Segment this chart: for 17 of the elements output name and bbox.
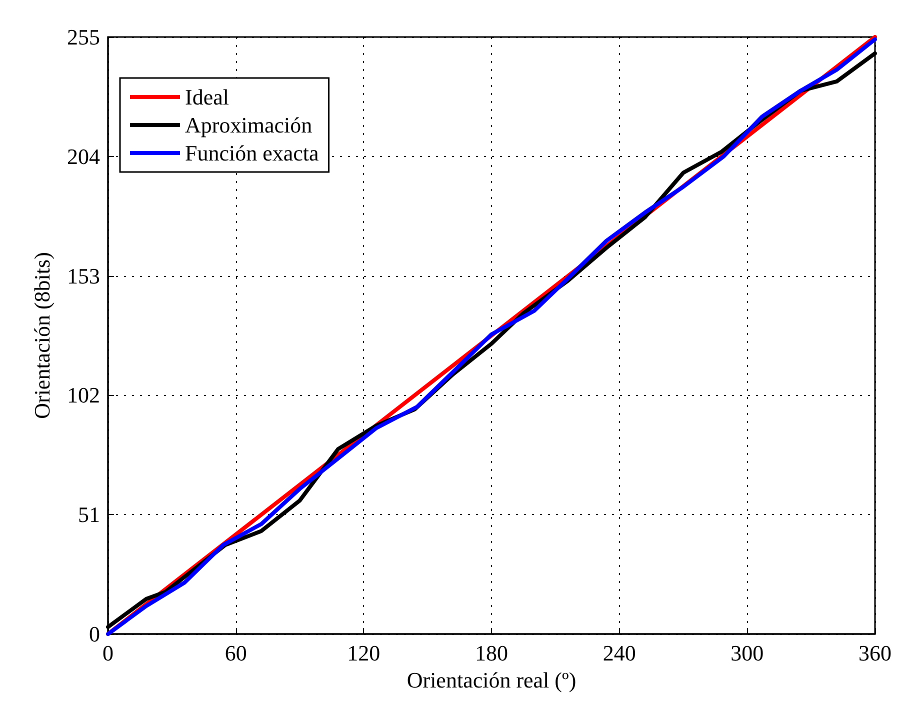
- legend-label: Ideal: [185, 84, 229, 110]
- x-tick-label: 120: [347, 640, 380, 666]
- y-axis-title: Orientación (8bits): [30, 252, 54, 419]
- y-tick-label: 204: [67, 144, 100, 169]
- x-tick-label: 360: [858, 640, 892, 666]
- legend-label: Aproximación: [185, 112, 312, 138]
- x-tick-label: 300: [730, 640, 764, 666]
- x-tick-label: 240: [602, 640, 636, 666]
- x-tick-label: 180: [475, 640, 508, 666]
- x-axis-title: Orientación real (º): [406, 667, 576, 692]
- y-tick-label: 51: [78, 502, 100, 528]
- y-tick-label: 102: [67, 382, 100, 408]
- x-tick-label: 60: [224, 640, 247, 666]
- y-tick-label: 0: [89, 622, 100, 646]
- y-tick-label: 255: [67, 24, 100, 50]
- legend-label: Función exacta: [185, 140, 320, 166]
- y-tick-label: 153: [67, 263, 100, 288]
